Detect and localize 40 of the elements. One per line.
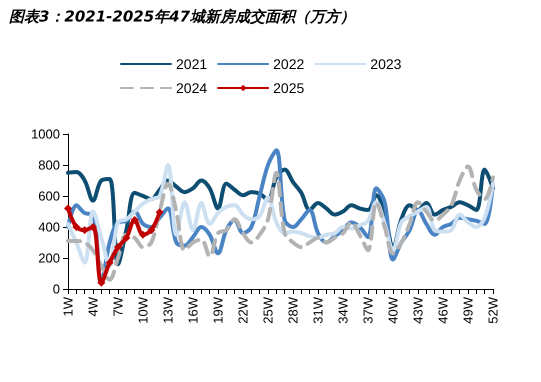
legend-label: 2023	[370, 56, 402, 72]
point	[147, 226, 156, 234]
x-tick-label: 10W	[136, 296, 150, 324]
x-tick-label: 31W	[310, 296, 326, 324]
x-tick-label: 40W	[386, 296, 400, 324]
x-tick-label: 4W	[86, 296, 100, 316]
point	[130, 216, 139, 224]
point	[156, 208, 164, 216]
x-tick-label: 52W	[486, 296, 500, 324]
point	[114, 243, 122, 252]
x-tick-label: 16W	[186, 296, 200, 324]
x-tick-label: 25W	[260, 296, 276, 324]
point	[139, 230, 147, 239]
y-tick-label: 800	[38, 158, 60, 172]
chart-title: 图表3：2021-2025年47城新房成交面积（万方）	[9, 8, 356, 26]
x-tick-label: 34W	[336, 296, 350, 324]
x-tick-label: 37W	[360, 296, 376, 324]
legend-label: 2024	[176, 80, 208, 96]
point	[122, 234, 130, 242]
y-tick-label: 600	[38, 188, 60, 204]
x-tick-label: 22W	[236, 296, 250, 324]
point	[106, 258, 114, 267]
point	[89, 223, 97, 231]
x-tick-label: 43W	[410, 296, 426, 324]
x-tick-label: 49W	[460, 296, 476, 324]
y-tick-label: 400	[38, 220, 60, 234]
y-tick-label: 0	[52, 282, 60, 296]
legend-label: 2025	[273, 80, 305, 96]
point	[72, 223, 80, 231]
y-tick-label: 1000	[31, 126, 60, 142]
x-tick-label: 13W	[160, 296, 176, 324]
x-tick-label: 1W	[60, 296, 76, 316]
x-tick-label: 7W	[110, 296, 126, 316]
x-tick-label: 19W	[210, 296, 226, 324]
point	[64, 204, 72, 212]
x-tick-label: 46W	[436, 296, 450, 324]
legend-label: 2022	[273, 56, 305, 72]
legend-label: 2021	[176, 56, 208, 72]
x-tick-label: 28W	[286, 296, 300, 324]
y-tick-label: 200	[38, 250, 60, 266]
